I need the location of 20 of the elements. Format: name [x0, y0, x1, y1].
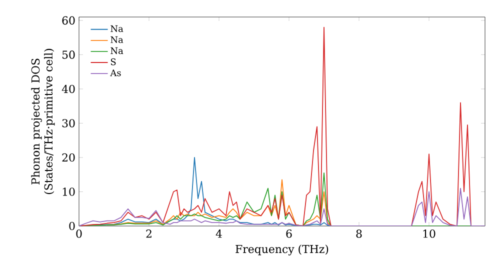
legend-label: Na [110, 25, 124, 32]
x-tick-label: 4 [216, 230, 222, 238]
y-tick-label: 20 [62, 153, 75, 162]
x-tick-label: 0 [76, 230, 82, 238]
y-tick-label: 40 [62, 84, 75, 94]
legend-label: Na [110, 47, 124, 54]
y-tick-label: 60 [62, 16, 75, 25]
y-tick-label: 50 [62, 50, 75, 59]
legend-label: As [110, 70, 121, 76]
y-axis-title: Phonon projected DOS (States/THz·primitive cell) [31, 48, 55, 194]
x-tick-label: 8 [356, 230, 362, 238]
x-tick-label: 2 [146, 230, 152, 238]
legend-label: Na [110, 36, 124, 44]
y-tick-label: 0 [69, 222, 75, 230]
y-tick-label: 10 [62, 188, 75, 196]
y-tick-label: 30 [62, 119, 75, 128]
x-tick-label: 10 [423, 230, 436, 238]
x-tick-label: 6 [286, 230, 292, 238]
x-axis-title: Frequency (THz) [236, 244, 328, 256]
legend-label: S [110, 58, 116, 66]
